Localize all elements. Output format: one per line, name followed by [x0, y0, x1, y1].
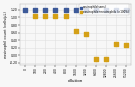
eosinophils(sens) [75, 9, 77, 11]
eosinophils(sens) [125, 9, 127, 11]
eosinophils+neutrophils (>100%) [34, 15, 36, 16]
Y-axis label: eosinophil count (cells/μL): eosinophil count (cells/μL) [4, 11, 8, 58]
eosinophils+neutrophils (>100%) [105, 58, 107, 60]
eosinophils(sens) [44, 9, 47, 11]
eosinophils(sens) [34, 9, 36, 11]
Legend: eosinophils(sens), eosinophils+neutrophils (>100%): eosinophils(sens), eosinophils+neutrophi… [79, 4, 129, 15]
eosinophils+neutrophils (>100%) [64, 15, 67, 16]
eosinophils(sens) [115, 9, 117, 11]
eosinophils+neutrophils (>100%) [54, 15, 57, 16]
eosinophils(sens) [24, 9, 26, 11]
eosinophils(sens) [85, 9, 87, 11]
X-axis label: dilution: dilution [68, 79, 83, 83]
eosinophils+neutrophils (>100%) [44, 15, 47, 16]
eosinophils+neutrophils (>100%) [75, 30, 77, 31]
eosinophils+neutrophils (>100%) [125, 44, 127, 45]
eosinophils+neutrophils (>100%) [85, 34, 87, 35]
eosinophils(sens) [54, 9, 57, 11]
eosinophils+neutrophils (>100%) [115, 43, 117, 45]
eosinophils+neutrophils (>100%) [95, 58, 97, 60]
eosinophils(sens) [95, 9, 97, 11]
eosinophils(sens) [64, 9, 67, 11]
eosinophils(sens) [105, 9, 107, 11]
